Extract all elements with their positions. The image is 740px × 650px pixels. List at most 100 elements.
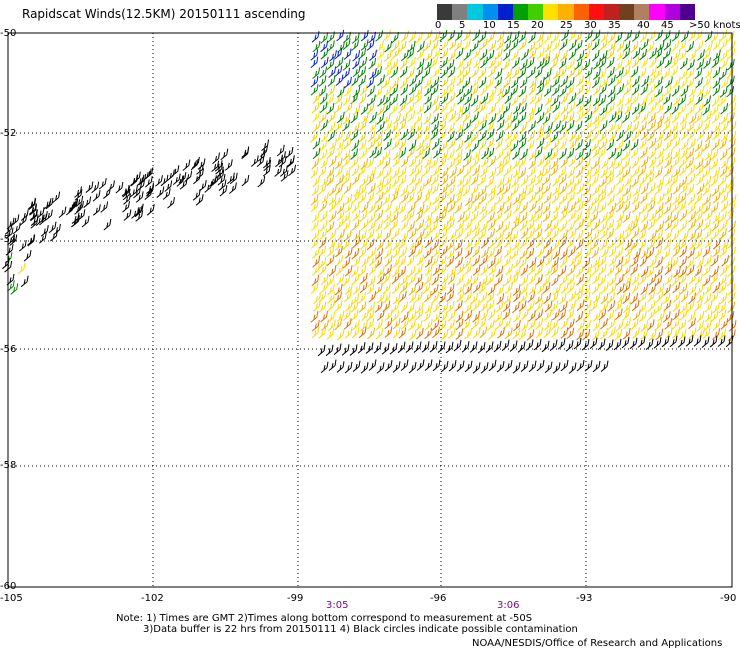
wind-barb bbox=[343, 318, 352, 330]
wind-barb bbox=[320, 119, 328, 132]
wind-barb bbox=[518, 137, 527, 150]
wind-barb bbox=[598, 191, 607, 204]
wind-barb bbox=[377, 291, 385, 304]
wind-barb bbox=[560, 49, 568, 62]
wind-barb bbox=[494, 48, 503, 60]
time-label: 3:05 bbox=[326, 600, 349, 611]
wind-barb bbox=[479, 202, 487, 215]
wind-barb bbox=[575, 201, 584, 213]
wind-barb bbox=[415, 210, 424, 222]
wind-barb bbox=[696, 183, 705, 195]
wind-barb bbox=[456, 290, 465, 303]
wind-barb bbox=[9, 234, 18, 246]
wind-barb bbox=[100, 201, 109, 213]
wind-barb bbox=[622, 65, 631, 78]
wind-barb bbox=[328, 238, 337, 250]
wind-barb bbox=[343, 130, 351, 143]
wind-barb bbox=[382, 76, 391, 89]
wind-barb bbox=[600, 212, 608, 224]
wind-barb bbox=[471, 317, 480, 330]
wind-barb bbox=[631, 282, 640, 294]
wind-barb bbox=[377, 74, 385, 87]
wind-barb bbox=[640, 56, 649, 69]
wind-barb bbox=[542, 202, 551, 214]
wind-barb bbox=[261, 139, 270, 151]
wind-barb bbox=[320, 47, 329, 60]
colorbar-label: 20 bbox=[531, 20, 544, 31]
wind-barb bbox=[376, 156, 385, 168]
wind-barb bbox=[392, 317, 401, 330]
wind-barb bbox=[495, 237, 503, 249]
wind-barb bbox=[383, 85, 392, 98]
wind-barb bbox=[137, 179, 145, 191]
wind-barb bbox=[465, 201, 473, 213]
wind-barb bbox=[368, 31, 377, 44]
wind-barb bbox=[664, 263, 673, 276]
wind-barb bbox=[360, 175, 369, 187]
wind-barb bbox=[392, 361, 401, 373]
wind-barb bbox=[313, 300, 321, 312]
wind-barb bbox=[503, 164, 512, 177]
wind-barb bbox=[623, 83, 632, 96]
wind-barb bbox=[488, 236, 497, 249]
wind-barb bbox=[416, 203, 425, 215]
wind-barb bbox=[310, 194, 319, 206]
wind-barb bbox=[583, 104, 591, 116]
wind-barb bbox=[424, 29, 433, 42]
wind-barb bbox=[566, 76, 575, 89]
wind-barb bbox=[591, 38, 600, 51]
x-axis-label: -90 bbox=[720, 593, 737, 604]
wind-barb bbox=[606, 139, 615, 151]
colorbar-labels: 0 5 10 15 20 25 30 35 40 45 >50 knots bbox=[0, 20, 740, 34]
wind-barb bbox=[711, 265, 719, 278]
wind-barb bbox=[688, 283, 697, 296]
wind-barb bbox=[399, 94, 408, 107]
wind-barb bbox=[646, 41, 655, 53]
wind-barb bbox=[702, 202, 711, 214]
wind-barb bbox=[358, 301, 367, 313]
wind-barb bbox=[535, 183, 544, 195]
wind-barb bbox=[358, 292, 366, 304]
wind-barb bbox=[712, 77, 721, 89]
wind-barb bbox=[351, 139, 360, 152]
wind-barb bbox=[358, 184, 367, 196]
wind-barb bbox=[463, 58, 472, 70]
wind-barb bbox=[136, 174, 145, 187]
wind-barb bbox=[568, 39, 577, 51]
wind-barb bbox=[374, 301, 383, 313]
wind-barb bbox=[543, 137, 552, 150]
wind-barb bbox=[534, 146, 543, 158]
wind-barb bbox=[695, 120, 703, 132]
wind-barb bbox=[350, 129, 359, 141]
wind-barb bbox=[649, 47, 657, 60]
wind-barb bbox=[671, 317, 680, 330]
wind-barb bbox=[632, 47, 641, 59]
wind-barb bbox=[560, 102, 569, 115]
wind-barb bbox=[431, 138, 440, 150]
wind-barb bbox=[471, 76, 480, 89]
wind-barb bbox=[630, 292, 639, 305]
wind-barb bbox=[519, 237, 528, 249]
wind-barb bbox=[527, 66, 536, 79]
wind-barb bbox=[456, 66, 465, 78]
wind-barb bbox=[629, 337, 638, 350]
wind-barb bbox=[504, 173, 513, 186]
credit-line: NOAA/NESDIS/Office of Research and Appli… bbox=[472, 638, 723, 649]
wind-barb bbox=[432, 66, 440, 78]
wind-barb bbox=[647, 193, 656, 206]
wind-barb bbox=[336, 111, 345, 124]
wind-barb bbox=[481, 147, 489, 160]
wind-barb bbox=[686, 256, 695, 269]
wind-barb bbox=[688, 219, 696, 231]
wind-barb bbox=[574, 175, 583, 187]
wind-barb bbox=[591, 120, 600, 132]
wind-barb bbox=[720, 57, 728, 70]
wind-barb bbox=[350, 309, 359, 322]
wind-barb bbox=[424, 93, 433, 105]
wind-barb bbox=[447, 273, 456, 285]
wind-barb bbox=[607, 85, 616, 98]
wind-barb bbox=[439, 245, 448, 257]
wind-barb bbox=[622, 148, 631, 160]
wind-barb bbox=[336, 174, 344, 186]
wind-barb bbox=[541, 340, 550, 353]
